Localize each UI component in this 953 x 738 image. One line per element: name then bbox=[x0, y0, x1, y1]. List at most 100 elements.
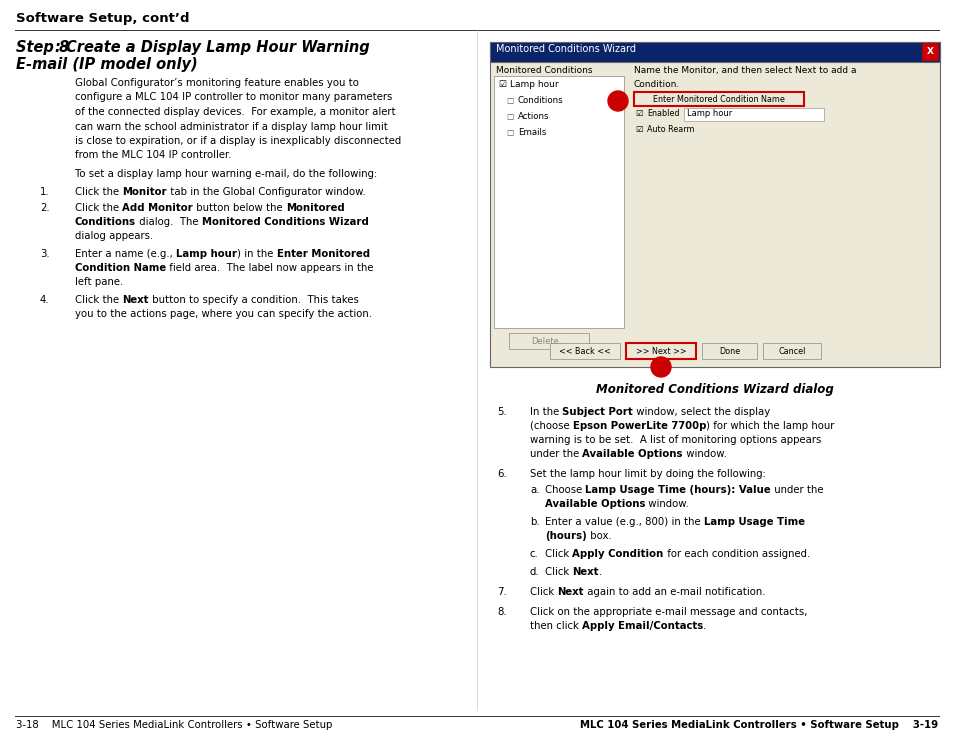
Text: you to the actions page, where you can specify the action.: you to the actions page, where you can s… bbox=[75, 309, 372, 319]
Text: c.: c. bbox=[530, 549, 538, 559]
Text: under the: under the bbox=[770, 485, 822, 495]
Text: Lamp hour: Lamp hour bbox=[175, 249, 236, 259]
Text: for each condition assigned.: for each condition assigned. bbox=[663, 549, 809, 559]
FancyBboxPatch shape bbox=[494, 76, 623, 328]
Text: Next: Next bbox=[572, 567, 598, 577]
Text: Software Setup, cont’d: Software Setup, cont’d bbox=[16, 12, 190, 25]
Text: Apply Email/Contacts: Apply Email/Contacts bbox=[581, 621, 702, 631]
Text: Lamp hour: Lamp hour bbox=[510, 80, 558, 89]
Text: b.: b. bbox=[530, 517, 539, 527]
Text: then click: then click bbox=[530, 621, 581, 631]
Text: MLC 104 Series MediaLink Controllers • Software Setup    3-19: MLC 104 Series MediaLink Controllers • S… bbox=[579, 720, 937, 730]
Text: □: □ bbox=[505, 112, 513, 121]
Text: ) in the: ) in the bbox=[236, 249, 276, 259]
Text: Set the lamp hour limit by doing the following:: Set the lamp hour limit by doing the fol… bbox=[530, 469, 765, 479]
Text: : Create a Display Lamp Hour Warning: : Create a Display Lamp Hour Warning bbox=[55, 40, 370, 55]
Text: ☑: ☑ bbox=[635, 109, 641, 118]
FancyBboxPatch shape bbox=[509, 333, 588, 349]
Text: 2.: 2. bbox=[40, 203, 50, 213]
Text: Cancel: Cancel bbox=[778, 347, 805, 356]
Text: ☑: ☑ bbox=[635, 125, 641, 134]
Text: ) for which the lamp hour: ) for which the lamp hour bbox=[705, 421, 834, 431]
Text: .: . bbox=[702, 621, 706, 631]
FancyBboxPatch shape bbox=[550, 343, 619, 359]
Text: 1.: 1. bbox=[40, 187, 50, 197]
Text: 7.: 7. bbox=[497, 587, 506, 597]
Text: window.: window. bbox=[645, 499, 689, 509]
Text: Available Options: Available Options bbox=[582, 449, 682, 459]
Text: Conditions: Conditions bbox=[517, 96, 563, 105]
Text: (hours): (hours) bbox=[544, 531, 586, 541]
Text: Monitor: Monitor bbox=[122, 187, 167, 197]
Text: Next: Next bbox=[122, 295, 149, 305]
Text: from the MLC 104 IP controller.: from the MLC 104 IP controller. bbox=[75, 151, 232, 160]
Text: can warn the school administrator if a display lamp hour limit: can warn the school administrator if a d… bbox=[75, 122, 388, 131]
Text: << Back <<: << Back << bbox=[558, 347, 610, 356]
Text: Global Configurator’s monitoring feature enables you to: Global Configurator’s monitoring feature… bbox=[75, 78, 358, 88]
Text: left pane.: left pane. bbox=[75, 277, 123, 287]
Text: □: □ bbox=[505, 96, 513, 105]
Text: Condition Name: Condition Name bbox=[75, 263, 166, 273]
Text: Available Options: Available Options bbox=[544, 499, 645, 509]
Text: field area.  The label now appears in the: field area. The label now appears in the bbox=[166, 263, 374, 273]
Circle shape bbox=[650, 357, 670, 377]
FancyBboxPatch shape bbox=[701, 343, 757, 359]
Text: Click: Click bbox=[530, 587, 557, 597]
Text: Monitored: Monitored bbox=[286, 203, 344, 213]
Text: 5.: 5. bbox=[497, 407, 506, 417]
Text: Monitored Conditions Wizard: Monitored Conditions Wizard bbox=[202, 217, 369, 227]
Text: Lamp Usage Time: Lamp Usage Time bbox=[703, 517, 804, 527]
Text: Epson PowerLite 7700p: Epson PowerLite 7700p bbox=[572, 421, 705, 431]
Text: Condition.: Condition. bbox=[634, 80, 679, 89]
FancyBboxPatch shape bbox=[762, 343, 821, 359]
Text: .: . bbox=[598, 567, 601, 577]
Text: Name the Monitor, and then select Next to add a: Name the Monitor, and then select Next t… bbox=[634, 66, 856, 75]
Text: Click: Click bbox=[544, 567, 572, 577]
Text: Monitored Conditions Wizard dialog: Monitored Conditions Wizard dialog bbox=[596, 383, 833, 396]
Text: Auto Rearm: Auto Rearm bbox=[646, 125, 694, 134]
Text: Choose: Choose bbox=[544, 485, 585, 495]
Text: Lamp hour: Lamp hour bbox=[686, 109, 732, 118]
Text: Click the: Click the bbox=[75, 203, 122, 213]
Text: again to add an e-mail notification.: again to add an e-mail notification. bbox=[583, 587, 764, 597]
Text: window, select the display: window, select the display bbox=[633, 407, 770, 417]
FancyBboxPatch shape bbox=[490, 42, 939, 367]
Text: Click: Click bbox=[544, 549, 572, 559]
Text: (choose: (choose bbox=[530, 421, 572, 431]
Text: 8.: 8. bbox=[497, 607, 506, 617]
Text: ☑: ☑ bbox=[497, 80, 506, 89]
Text: box.: box. bbox=[586, 531, 611, 541]
Circle shape bbox=[607, 91, 627, 111]
Text: button to specify a condition.  This takes: button to specify a condition. This take… bbox=[149, 295, 358, 305]
Text: Enabled: Enabled bbox=[646, 109, 679, 118]
Text: under the: under the bbox=[530, 449, 582, 459]
Text: X: X bbox=[925, 47, 933, 57]
Text: window.: window. bbox=[682, 449, 726, 459]
Text: 3: 3 bbox=[614, 96, 621, 106]
Text: configure a MLC 104 IP controller to monitor many parameters: configure a MLC 104 IP controller to mon… bbox=[75, 92, 392, 103]
Text: In the: In the bbox=[530, 407, 562, 417]
Text: of the connected display devices.  For example, a monitor alert: of the connected display devices. For ex… bbox=[75, 107, 395, 117]
Text: dialog.  The: dialog. The bbox=[136, 217, 202, 227]
Text: Enter Monitored Condition Name: Enter Monitored Condition Name bbox=[653, 94, 784, 103]
Text: Click on the appropriate e-mail message and contacts,: Click on the appropriate e-mail message … bbox=[530, 607, 806, 617]
Text: Next: Next bbox=[557, 587, 583, 597]
Text: Conditions: Conditions bbox=[75, 217, 136, 227]
Text: a.: a. bbox=[530, 485, 539, 495]
Text: d.: d. bbox=[530, 567, 539, 577]
Text: Enter a value (e.g., 800) in the: Enter a value (e.g., 800) in the bbox=[544, 517, 703, 527]
Text: Delete...: Delete... bbox=[531, 337, 566, 345]
Text: □: □ bbox=[505, 128, 513, 137]
Text: Enter a name (e.g.,: Enter a name (e.g., bbox=[75, 249, 175, 259]
Text: Monitored Conditions: Monitored Conditions bbox=[496, 66, 592, 75]
Text: Actions: Actions bbox=[517, 112, 549, 121]
FancyBboxPatch shape bbox=[625, 343, 696, 359]
Text: Click the: Click the bbox=[75, 187, 122, 197]
Text: dialog appears.: dialog appears. bbox=[75, 231, 153, 241]
FancyBboxPatch shape bbox=[634, 92, 803, 106]
Text: warning is to be set.  A list of monitoring options appears: warning is to be set. A list of monitori… bbox=[530, 435, 821, 445]
Text: Lamp Usage Time (hours): Value: Lamp Usage Time (hours): Value bbox=[585, 485, 770, 495]
Text: 4.: 4. bbox=[40, 295, 50, 305]
Text: Enter Monitored: Enter Monitored bbox=[276, 249, 370, 259]
Text: tab in the Global Configurator window.: tab in the Global Configurator window. bbox=[167, 187, 365, 197]
